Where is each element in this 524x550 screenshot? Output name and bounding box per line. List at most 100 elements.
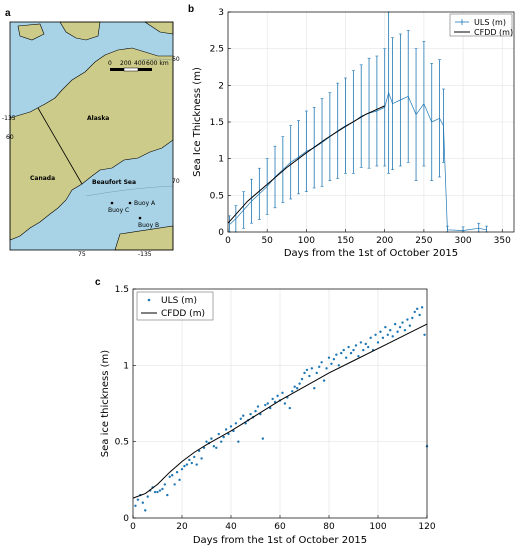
x-tick-label: 40 [225,522,237,532]
data-point [256,405,260,408]
data-point [264,403,267,407]
coord-label-135-left: -135 [2,115,16,122]
data-point [141,501,144,504]
data-point [359,341,363,344]
data-point [217,432,220,436]
x-tick-label: 100 [369,522,386,532]
data-point [389,329,392,332]
data-point [205,440,208,443]
data-point [168,475,171,478]
data-point [398,325,402,329]
y-axis-label: Sea ice thickness (m) [100,350,111,457]
data-point [408,324,412,327]
y-tick-label: 3 [218,8,224,18]
x-axis-label: Days from the 1st of October 2015 [193,535,367,546]
legend-label: ULS (m) [474,18,506,27]
data-point [190,461,193,465]
legend-label: ULS (m) [161,296,197,306]
data-point [161,487,164,491]
data-point [185,463,189,466]
data-point [222,435,225,439]
data-point [420,306,424,309]
data-point [283,402,287,405]
data-point [347,345,350,349]
data-point [379,330,382,333]
data-point [327,356,331,359]
data-point [357,354,360,358]
data-point [342,348,345,352]
panel-label-b: b [188,4,195,15]
map-frame [9,21,174,251]
label-alaska: Alaska [87,115,109,122]
scale-tick-600: 600 km [146,60,169,67]
data-point [340,351,343,355]
x-tick-label: 200 [376,236,393,246]
data-point [188,458,191,462]
data-point [288,406,291,410]
data-point [401,321,404,324]
data-point [295,387,299,390]
data-point [229,425,233,428]
map-panel: 0 200 400 600 km Alaska Canada Beaufort … [2,21,180,258]
y-tick-label: 0 [123,514,129,524]
label-canada: Canada [30,175,55,182]
data-point [367,345,370,349]
y-tick-label: 2 [218,81,224,91]
x-tick-label: 300 [454,236,471,246]
data-point [386,333,389,336]
data-point [212,445,216,448]
x-tick-label: 20 [176,522,188,532]
data-point [153,490,157,494]
x-tick-label: 80 [323,522,335,532]
data-point [193,455,196,459]
data-point [195,463,198,466]
legend-label: CFDD (m) [474,28,513,37]
data-point [393,322,397,326]
panel-label-a: a [5,8,11,19]
x-tick-label: 120 [418,522,435,532]
panel-label-c: c [95,277,101,288]
data-point [254,409,257,413]
legend-box [136,291,214,321]
buoy-c-marker [110,201,114,205]
x-tick-label: 60 [274,522,286,532]
data-point [313,387,316,390]
map-land-island [17,23,45,41]
map-scale-bar: 0 200 400 600 km [108,60,169,72]
buoy-b-marker [138,216,142,220]
data-point [406,318,409,321]
data-point [144,509,147,512]
x-tick-label: 100 [298,236,315,246]
cfdd-line [227,105,385,224]
data-point [261,437,265,440]
data-point [308,374,311,378]
data-point [403,329,407,332]
data-point [175,471,179,474]
data-point [183,464,186,468]
data-point [305,368,309,372]
x-axis-label: Days from the 1st of October 2015 [284,248,458,259]
x-tick-label: 150 [337,236,354,246]
data-point [173,483,176,486]
data-point [158,489,162,492]
data-point [391,335,394,338]
legend-marker [147,298,151,302]
data-point [171,474,174,477]
data-point [411,316,414,320]
x-tick-label: 350 [494,236,511,246]
data-point [239,417,242,420]
chart-b: 0 50 100 150 200 250 300 350 0 0.5 1 1.5 2 2.5 3 Days f… [192,8,515,259]
data-point [220,440,223,443]
data-point [369,336,372,340]
data-point [293,385,296,388]
data-point [381,336,385,340]
data-point [146,495,149,498]
label-buoy-a: Buoy A [134,200,156,207]
data-point [320,361,323,364]
data-point [310,367,314,370]
data-point [227,432,230,436]
graticule-line [139,58,174,61]
data-point [354,344,358,347]
y-tick-label: 1.5 [210,118,224,128]
